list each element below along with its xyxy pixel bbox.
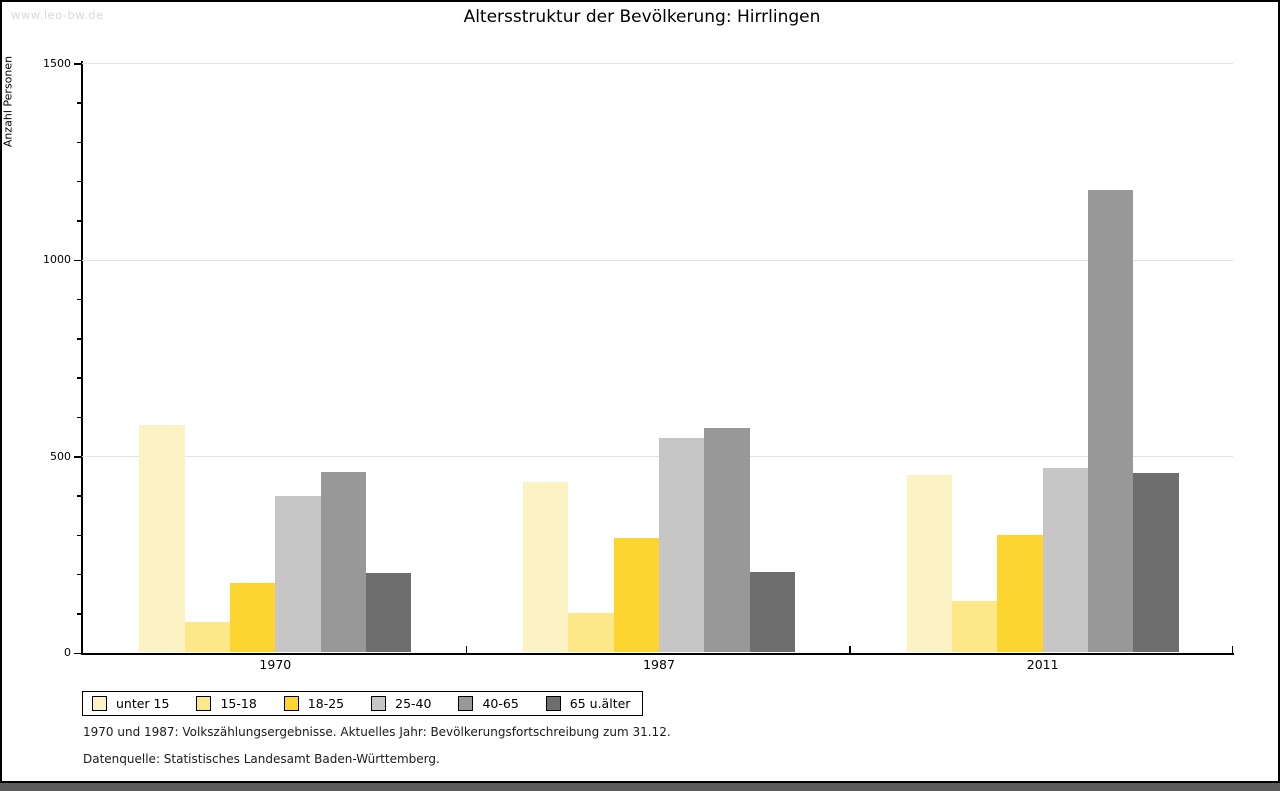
bar-1970-unter 15: [139, 425, 185, 653]
legend-swatch: [371, 696, 387, 711]
bar-1970-18-25: [230, 582, 276, 653]
x-separator-tick: [849, 645, 851, 653]
y-major-tick: [73, 63, 81, 65]
bar-1987-unter 15: [523, 481, 569, 653]
legend-swatch: [545, 696, 561, 711]
chart-title: Altersstruktur der Bevölkerung: Hirrling…: [463, 7, 821, 27]
legend-item: 25-40: [371, 696, 431, 711]
bar-2011-25-40: [1042, 467, 1088, 653]
y-minor-tick: [76, 220, 81, 222]
legend-label: 65 u.älter: [569, 696, 631, 711]
legend-swatch: [283, 696, 299, 711]
y-minor-tick: [76, 180, 81, 183]
legend-swatch: [92, 696, 107, 711]
legend-label: 15-18: [220, 696, 257, 711]
x-category-label: 1970: [259, 657, 292, 672]
y-major-tick: [73, 652, 81, 654]
y-minor-tick: [76, 416, 81, 419]
y-minor-tick: [76, 613, 81, 615]
footnote-source-method: 1970 und 1987: Volkszählungsergebnisse. …: [83, 725, 671, 739]
legend-item: 15-18: [196, 696, 257, 711]
gridline: [82, 456, 1233, 457]
bar-1970-65 u.älter: [365, 573, 412, 653]
bar-1970-15-18: [184, 621, 231, 653]
bar-1987-65 u.älter: [749, 571, 795, 653]
x-category-label: 1987: [643, 657, 675, 672]
legend-label: unter 15: [116, 696, 170, 711]
x-separator-tick: [1231, 645, 1233, 653]
plot-area: [82, 63, 1233, 653]
y-major-tick: [73, 456, 81, 458]
bar-2011-18-25: [997, 534, 1043, 653]
y-minor-tick: [76, 298, 81, 301]
legend-item: 65 u.älter: [545, 696, 631, 711]
y-minor-tick: [76, 141, 81, 144]
y-tick-label: 1000: [43, 253, 71, 266]
y-axis-label: Anzahl Personen: [1, 55, 15, 148]
legend-label: 25-40: [395, 696, 432, 711]
y-tick-label: 500: [50, 449, 71, 463]
gridline: [82, 63, 1233, 64]
bar-1987-40-65: [704, 428, 750, 653]
watermark: www.leo-bw.de: [11, 8, 104, 22]
bar-1987-25-40: [659, 437, 705, 653]
legend-item: 40-65: [458, 696, 519, 711]
x-axis-line: [80, 652, 1234, 655]
bar-2011-unter 15: [906, 474, 953, 653]
x-separator-tick: [465, 645, 468, 653]
bar-2011-40-65: [1087, 190, 1134, 653]
bar-1970-40-65: [320, 471, 366, 653]
y-axis-line: [80, 61, 83, 653]
legend-item: 18-25: [283, 696, 345, 711]
y-tick-label: 1500: [43, 56, 71, 70]
y-minor-tick: [76, 495, 81, 497]
bar-1987-18-25: [613, 537, 659, 653]
bar-2011-15-18: [952, 601, 998, 653]
x-category-label: 2011: [1026, 657, 1059, 672]
y-minor-tick: [76, 102, 81, 104]
legend-box: unter 15 15-18 18-25 25-40 40-65 65 u.älter: [82, 691, 644, 716]
footnote-data-source: Datenquelle: Statistisches Landesamt Bad…: [83, 752, 440, 766]
bottom-bar: [0, 783, 1280, 791]
bar-1970-25-40: [275, 496, 321, 653]
bar-2011-65 u.älter: [1133, 472, 1179, 653]
legend-label: 40-65: [482, 696, 519, 711]
y-major-tick: [73, 259, 81, 261]
legend-label: 18-25: [307, 696, 345, 711]
y-minor-tick: [76, 338, 81, 340]
bar-1987-15-18: [568, 613, 614, 653]
legend-item: unter 15: [92, 696, 169, 711]
y-minor-tick: [76, 377, 81, 379]
gridline: [82, 259, 1233, 261]
legend-swatch: [196, 696, 212, 711]
y-tick-label: 0: [64, 646, 71, 659]
y-minor-tick: [76, 534, 81, 537]
y-minor-tick: [76, 573, 81, 576]
legend-swatch: [458, 696, 474, 711]
